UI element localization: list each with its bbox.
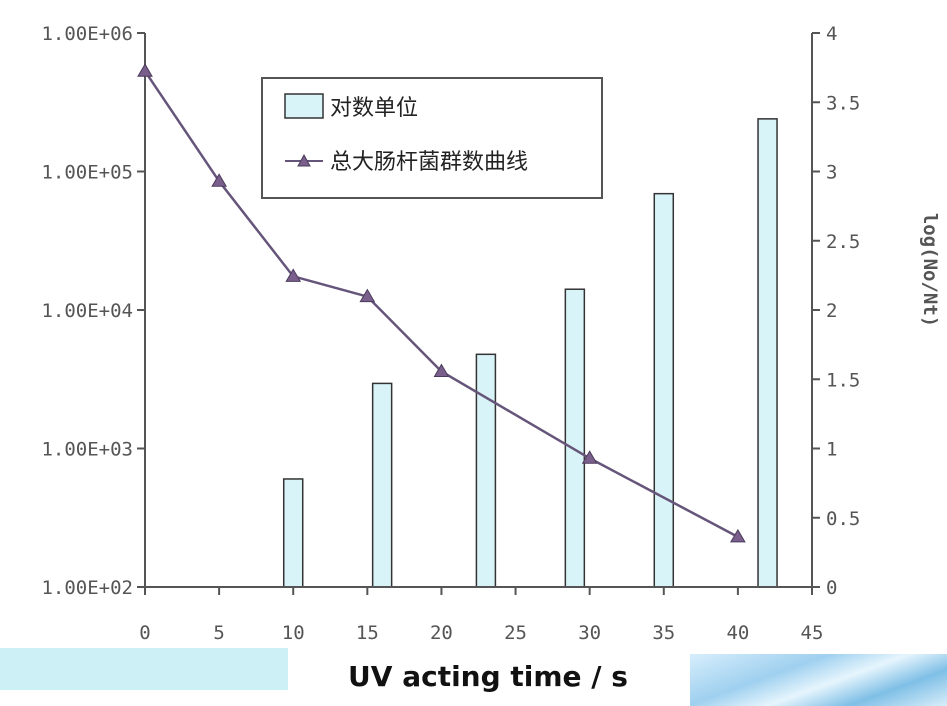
left-tick-label: 1.00E+04 xyxy=(41,300,133,322)
legend-bar-swatch xyxy=(284,93,324,119)
line-point xyxy=(211,173,227,187)
right-tick-label: 3 xyxy=(826,162,837,184)
x-tick-label: 40 xyxy=(726,622,749,644)
right-tick-label: 0.5 xyxy=(826,508,860,530)
x-tick-label: 20 xyxy=(430,622,453,644)
right-tick-label: 2.5 xyxy=(826,231,860,253)
x-axis-caption: UV acting time / s xyxy=(288,648,688,706)
bars-layer xyxy=(282,118,778,588)
left-tick-label: 1.00E+02 xyxy=(41,577,133,599)
right-axis-label: log(No/Nt) xyxy=(919,213,941,327)
line-point xyxy=(730,528,746,543)
bar xyxy=(757,118,778,588)
legend-bar-label: 对数单位 xyxy=(330,96,418,121)
left-tick-label: 1.00E+03 xyxy=(41,439,133,461)
line-point xyxy=(137,63,153,77)
x-tick-label: 45 xyxy=(801,622,824,644)
left-tick-label: 1.00E+06 xyxy=(41,23,133,45)
line-point xyxy=(359,288,376,303)
bar xyxy=(653,192,675,588)
x-tick-label: 5 xyxy=(213,622,224,644)
ticks-layer: 0 5 10 15 20 25 30 35 40 451.00E+021.00E+031.00E+… xyxy=(41,23,860,644)
x-tick-label: 10 xyxy=(282,622,305,644)
decorative-background xyxy=(690,654,947,706)
line-point xyxy=(581,450,598,464)
right-tick-label: 1.5 xyxy=(826,369,860,391)
bar xyxy=(475,353,497,588)
caption-band xyxy=(0,648,288,690)
right-tick-label: 3.5 xyxy=(826,92,860,114)
x-tick-label: 0 xyxy=(139,622,150,644)
right-tick-label: 2 xyxy=(826,300,837,322)
right-tick-label: 0 xyxy=(826,577,837,599)
right-tick-label: 4 xyxy=(826,23,837,45)
legend-line-label: 总大肠杆菌群数曲线 xyxy=(330,150,528,175)
x-tick-label: 30 xyxy=(578,622,601,644)
line-point xyxy=(285,268,302,282)
x-tick-label: 15 xyxy=(356,622,379,644)
line-point xyxy=(433,363,450,377)
bar xyxy=(371,382,393,588)
right-tick-label: 1 xyxy=(826,439,837,461)
line-layer xyxy=(137,63,746,543)
legend-line-marker xyxy=(297,153,311,167)
x-tick-label: 35 xyxy=(652,622,675,644)
bar xyxy=(282,478,304,588)
left-tick-label: 1.00E+05 xyxy=(41,162,133,184)
bar xyxy=(564,288,586,588)
legend: 对数单位 总大肠杆菌群数曲线 xyxy=(261,77,603,199)
x-tick-label: 25 xyxy=(504,622,527,644)
